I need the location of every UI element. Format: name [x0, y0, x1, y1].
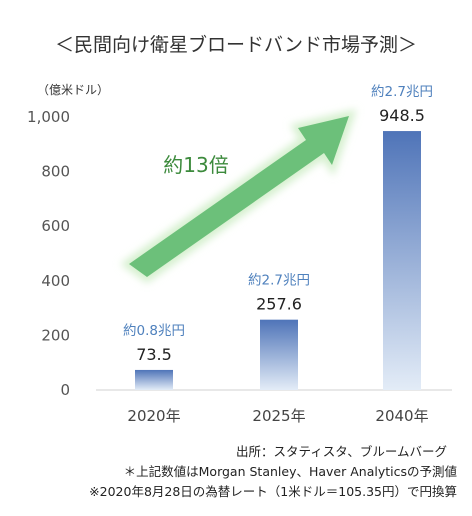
bar-yen-label: 約2.7兆円 — [248, 273, 310, 289]
source-note: 出所：スタティスタ、ブルームバーグ — [236, 444, 447, 459]
y-tick-label: 1,000 — [27, 108, 70, 126]
bar — [135, 369, 173, 390]
x-category-label: 2020年 — [127, 407, 180, 425]
bar-yen-label: 約0.8兆円 — [123, 323, 185, 339]
exchange-rate-note: ※2020年8月28日の為替レート（1米ドル＝105.35円）で円換算 — [89, 484, 457, 499]
growth-arrow-icon — [120, 109, 357, 284]
y-tick-label: 200 — [41, 326, 70, 344]
bar — [260, 319, 298, 390]
y-tick-label: 0 — [60, 381, 70, 399]
y-tick-label: 400 — [41, 272, 70, 290]
y-tick-label: 800 — [41, 163, 70, 181]
bar — [383, 131, 421, 390]
chart-title: ＜民間向け衛星ブロードバンド市場予測＞ — [55, 33, 417, 56]
bars-group — [135, 131, 421, 390]
y-tick-label: 600 — [41, 217, 70, 235]
bar-labels-group: 73.5 約0.8兆円 257.6 約2.7兆円 948.5 約2.7兆円 — [123, 84, 433, 364]
bar-value-label: 257.6 — [256, 295, 302, 314]
x-axis-categories: 2020年 2025年 2040年 — [127, 407, 428, 425]
y-axis-unit-label: （億米ドル） — [37, 83, 109, 97]
forecast-note: ＊上記数値はMorgan Stanley、Haver Analyticsの予測値 — [124, 464, 457, 479]
bar-value-label: 73.5 — [136, 345, 172, 364]
x-category-label: 2040年 — [375, 407, 428, 425]
bar-yen-label: 約2.7兆円 — [371, 84, 433, 100]
growth-multiplier-label: 約13倍 — [163, 153, 228, 177]
x-category-label: 2025年 — [252, 407, 305, 425]
bar-value-label: 948.5 — [379, 106, 425, 125]
y-axis-ticks: 0 200 400 600 800 1,000 — [27, 108, 70, 399]
